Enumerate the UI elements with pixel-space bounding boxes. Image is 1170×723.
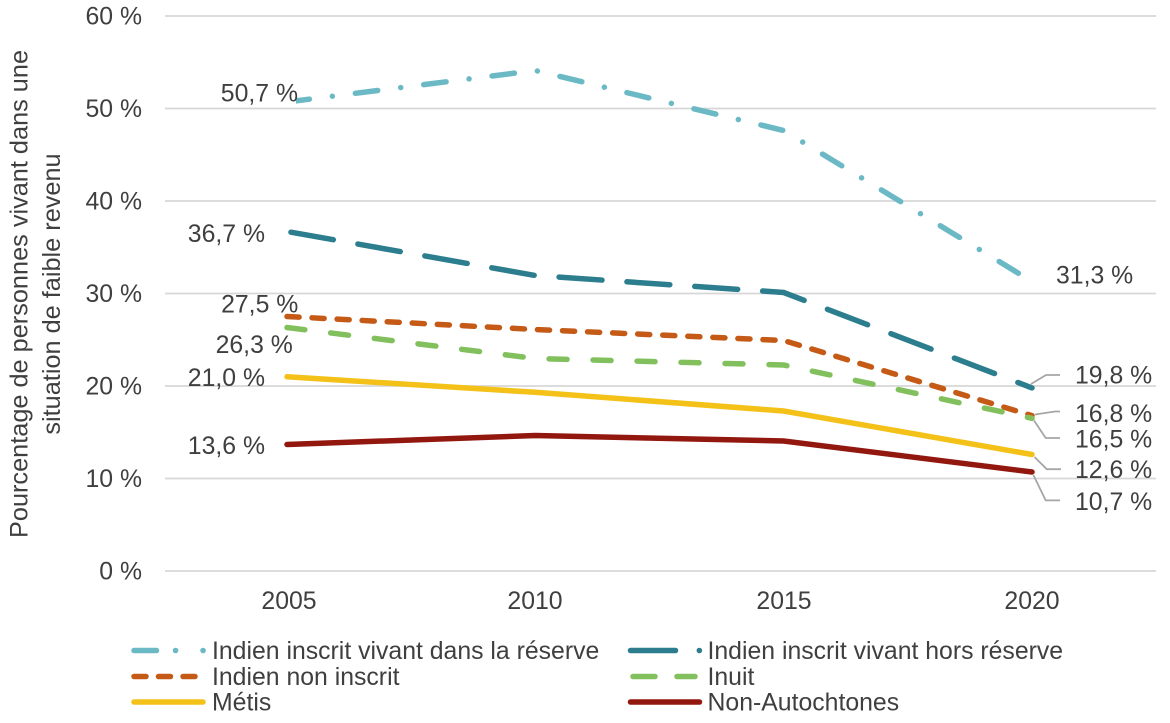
svg-text:16,8 %: 16,8 % [1075, 401, 1152, 428]
svg-text:16,5 %: 16,5 % [1075, 427, 1152, 454]
svg-text:Indien non inscrit: Indien non inscrit [212, 664, 400, 691]
svg-text:60 %: 60 % [85, 4, 142, 31]
svg-text:2020: 2020 [1004, 588, 1059, 615]
svg-text:Pourcentage de personnes vivan: Pourcentage de personnes vivant dans une [6, 50, 34, 538]
svg-text:Inuit: Inuit [708, 664, 755, 691]
svg-text:Métis: Métis [212, 690, 271, 717]
svg-text:40 %: 40 % [85, 189, 142, 216]
svg-text:10 %: 10 % [85, 466, 142, 493]
svg-text:12,6 %: 12,6 % [1075, 457, 1152, 484]
svg-text:10,7 %: 10,7 % [1075, 489, 1152, 516]
svg-text:26,3 %: 26,3 % [216, 332, 293, 359]
svg-text:Indien inscrit vivant hors rés: Indien inscrit vivant hors réserve [708, 638, 1064, 665]
svg-text:21,0 %: 21,0 % [188, 365, 265, 392]
svg-text:0 %: 0 % [99, 559, 142, 586]
svg-text:Non-Autochtones: Non-Autochtones [708, 690, 900, 717]
svg-text:20 %: 20 % [85, 374, 142, 401]
svg-text:13,6 %: 13,6 % [188, 433, 265, 460]
svg-text:19,8 %: 19,8 % [1075, 363, 1152, 390]
svg-text:2010: 2010 [507, 588, 562, 615]
svg-text:Indien inscrit vivant dans la: Indien inscrit vivant dans la réserve [212, 638, 599, 665]
svg-text:2015: 2015 [756, 588, 811, 615]
svg-text:30 %: 30 % [85, 281, 142, 308]
svg-text:50,7 %: 50,7 % [221, 81, 298, 108]
svg-text:2005: 2005 [261, 588, 316, 615]
svg-text:situation de faible revenu: situation de faible revenu [38, 153, 66, 434]
svg-text:27,5 %: 27,5 % [221, 292, 298, 319]
svg-text:50 %: 50 % [85, 96, 142, 123]
svg-text:36,7 %: 36,7 % [188, 221, 265, 248]
svg-text:31,3 %: 31,3 % [1056, 263, 1133, 290]
